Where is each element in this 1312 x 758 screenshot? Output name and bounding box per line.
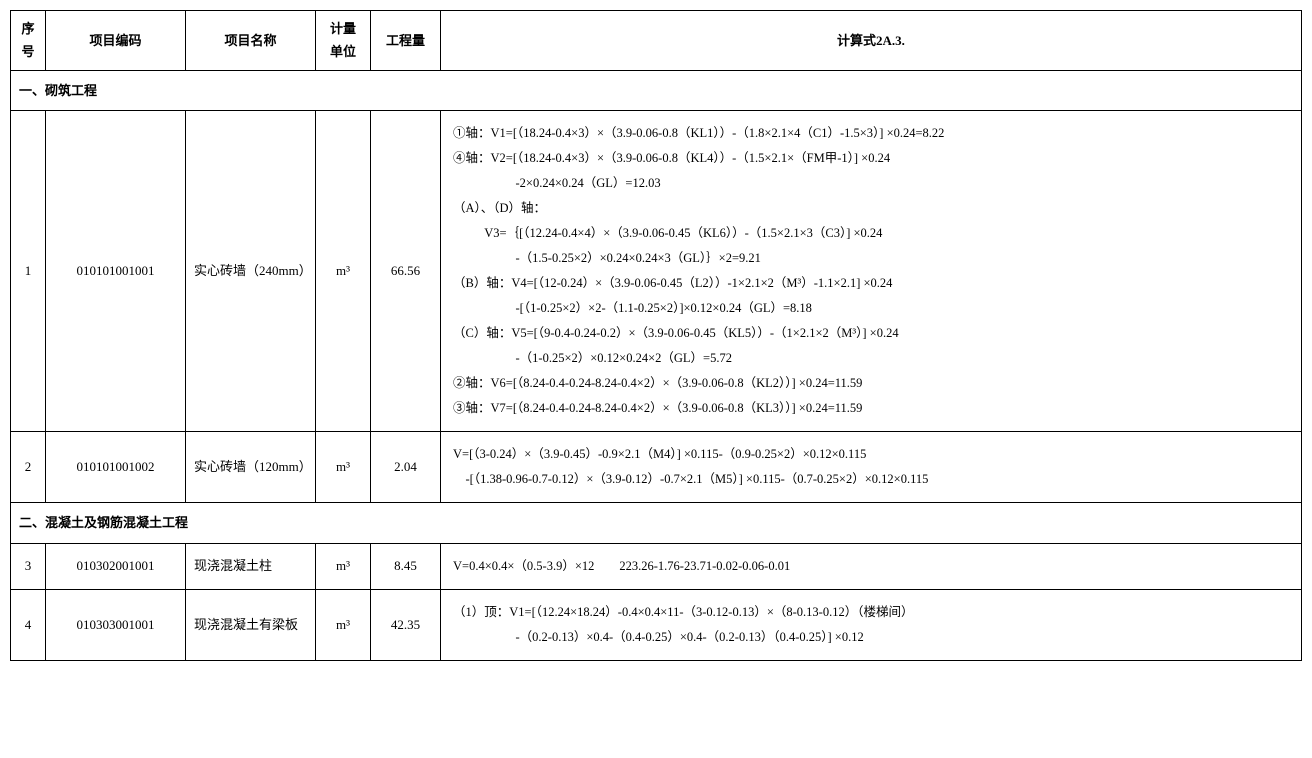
cell-unit: m³ <box>316 589 371 660</box>
formula-line: -[（1-0.25×2）×2-（1.1-0.25×2）]×0.12×0.24（G… <box>453 296 1289 321</box>
formula-line: ②轴：V6=[（8.24-0.4-0.24-8.24-0.4×2）×（3.9-0… <box>453 371 1289 396</box>
col-header-name: 项目名称 <box>186 11 316 71</box>
formula-line: ④轴：V2=[（18.24-0.4×3）×（3.9-0.06-0.8（KL4））… <box>453 146 1289 171</box>
cell-formula: V=[（3-0.24）×（3.9-0.45）-0.9×2.1（M4）] ×0.1… <box>441 432 1302 503</box>
cell-qty: 66.56 <box>371 111 441 432</box>
col-header-formula: 计算式2A.3. <box>441 11 1302 71</box>
section-title: 二、混凝土及钢筋混凝土工程 <box>11 503 1302 543</box>
formula-line: V3=｛[（12.24-0.4×4）×（3.9-0.06-0.45（KL6））-… <box>453 221 1289 246</box>
formula-line: V=0.4×0.4×（0.5-3.9）×12 223.26-1.76-23.71… <box>453 554 1289 579</box>
cell-code: 010302001001 <box>46 543 186 589</box>
cell-formula: V=0.4×0.4×（0.5-3.9）×12 223.26-1.76-23.71… <box>441 543 1302 589</box>
cell-qty: 8.45 <box>371 543 441 589</box>
cell-unit: m³ <box>316 111 371 432</box>
formula-line: （A）、（D）轴： <box>453 196 1289 221</box>
formula-line: V=[（3-0.24）×（3.9-0.45）-0.9×2.1（M4）] ×0.1… <box>453 442 1289 467</box>
formula-line: ①轴：V1=[（18.24-0.4×3）×（3.9-0.06-0.8（KL1））… <box>453 121 1289 146</box>
col-header-unit: 计量单位 <box>316 11 371 71</box>
section-header-row: 一、砌筑工程 <box>11 70 1302 110</box>
table-body: 一、砌筑工程1010101001001实心砖墙（240mm）m³66.56①轴：… <box>11 70 1302 660</box>
cell-code: 010101001002 <box>46 432 186 503</box>
formula-line: -[（1.38-0.96-0.7-0.12）×（3.9-0.12）-0.7×2.… <box>453 467 1289 492</box>
cell-seq: 3 <box>11 543 46 589</box>
cell-seq: 2 <box>11 432 46 503</box>
cell-code: 010101001001 <box>46 111 186 432</box>
formula-line: ③轴：V7=[（8.24-0.4-0.24-8.24-0.4×2）×（3.9-0… <box>453 396 1289 421</box>
table-row: 4010303001001现浇混凝土有梁板m³42.35 （1）顶：V1=[（12… <box>11 589 1302 660</box>
formula-line: （B）轴：V4=[（12-0.24）×（3.9-0.06-0.45（L2））-1… <box>453 271 1289 296</box>
formula-line: -2×0.24×0.24（GL）=12.03 <box>453 171 1289 196</box>
cell-unit: m³ <box>316 543 371 589</box>
col-header-code: 项目编码 <box>46 11 186 71</box>
formula-line: （1）顶：V1=[（12.24×18.24）-0.4×0.4×11-（3-0.1… <box>453 600 1289 625</box>
cell-seq: 4 <box>11 589 46 660</box>
cell-name: 实心砖墙（120mm） <box>186 432 316 503</box>
cell-unit: m³ <box>316 432 371 503</box>
table-row: 2010101001002实心砖墙（120mm）m³2.04 V=[（3-0.24… <box>11 432 1302 503</box>
formula-line: -（0.2-0.13）×0.4-（0.4-0.25）×0.4-（0.2-0.13… <box>453 625 1289 650</box>
engineering-quantity-table: 序号 项目编码 项目名称 计量单位 工程量 计算式2A.3. 一、砌筑工程101… <box>10 10 1302 661</box>
col-header-qty: 工程量 <box>371 11 441 71</box>
cell-qty: 42.35 <box>371 589 441 660</box>
table-header: 序号 项目编码 项目名称 计量单位 工程量 计算式2A.3. <box>11 11 1302 71</box>
formula-line: -（1-0.25×2）×0.12×0.24×2（GL）=5.72 <box>453 346 1289 371</box>
section-title: 一、砌筑工程 <box>11 70 1302 110</box>
table-row: 1010101001001实心砖墙（240mm）m³66.56 ①轴：V1=[（1… <box>11 111 1302 432</box>
col-header-seq: 序号 <box>11 11 46 71</box>
cell-seq: 1 <box>11 111 46 432</box>
cell-name: 现浇混凝土柱 <box>186 543 316 589</box>
table-row: 3010302001001现浇混凝土柱m³8.45 V=0.4×0.4×（0.5-… <box>11 543 1302 589</box>
cell-formula: ①轴：V1=[（18.24-0.4×3）×（3.9-0.06-0.8（KL1））… <box>441 111 1302 432</box>
cell-name: 实心砖墙（240mm） <box>186 111 316 432</box>
formula-line: （C）轴：V5=[（9-0.4-0.24-0.2）×（3.9-0.06-0.45… <box>453 321 1289 346</box>
formula-line: -（1.5-0.25×2）×0.24×0.24×3（GL）｝×2=9.21 <box>453 246 1289 271</box>
cell-name: 现浇混凝土有梁板 <box>186 589 316 660</box>
section-header-row: 二、混凝土及钢筋混凝土工程 <box>11 503 1302 543</box>
cell-qty: 2.04 <box>371 432 441 503</box>
cell-formula: （1）顶：V1=[（12.24×18.24）-0.4×0.4×11-（3-0.1… <box>441 589 1302 660</box>
cell-code: 010303001001 <box>46 589 186 660</box>
